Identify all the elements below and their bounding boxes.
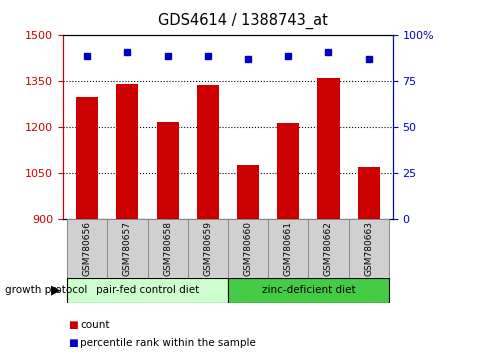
- Text: GSM780657: GSM780657: [122, 221, 132, 276]
- Text: ■: ■: [68, 338, 77, 348]
- FancyBboxPatch shape: [67, 219, 107, 278]
- FancyBboxPatch shape: [187, 219, 227, 278]
- Text: GSM780662: GSM780662: [323, 221, 333, 276]
- FancyBboxPatch shape: [268, 219, 308, 278]
- Text: GSM780660: GSM780660: [243, 221, 252, 276]
- Text: growth protocol: growth protocol: [5, 285, 87, 295]
- FancyBboxPatch shape: [348, 219, 388, 278]
- Bar: [237, 165, 258, 219]
- FancyBboxPatch shape: [147, 219, 187, 278]
- FancyBboxPatch shape: [107, 219, 147, 278]
- Text: GSM780658: GSM780658: [163, 221, 172, 276]
- FancyBboxPatch shape: [227, 278, 388, 303]
- Bar: [156, 122, 178, 219]
- FancyBboxPatch shape: [67, 278, 227, 303]
- Text: pair-fed control diet: pair-fed control diet: [96, 285, 199, 295]
- Bar: [317, 78, 339, 219]
- Bar: [357, 167, 379, 219]
- Text: percentile rank within the sample: percentile rank within the sample: [80, 338, 256, 348]
- Text: ■: ■: [68, 320, 77, 330]
- Text: GSM780663: GSM780663: [363, 221, 373, 276]
- Text: GDS4614 / 1388743_at: GDS4614 / 1388743_at: [157, 12, 327, 29]
- FancyBboxPatch shape: [227, 219, 268, 278]
- Text: GSM780659: GSM780659: [203, 221, 212, 276]
- Text: count: count: [80, 320, 109, 330]
- Bar: [277, 123, 299, 219]
- Bar: [197, 85, 218, 219]
- FancyBboxPatch shape: [308, 219, 348, 278]
- Text: GSM780661: GSM780661: [283, 221, 292, 276]
- Text: zinc-deficient diet: zinc-deficient diet: [261, 285, 354, 295]
- Text: ▶: ▶: [51, 284, 60, 297]
- Text: GSM780656: GSM780656: [82, 221, 91, 276]
- Bar: [116, 84, 138, 219]
- Bar: [76, 97, 98, 219]
